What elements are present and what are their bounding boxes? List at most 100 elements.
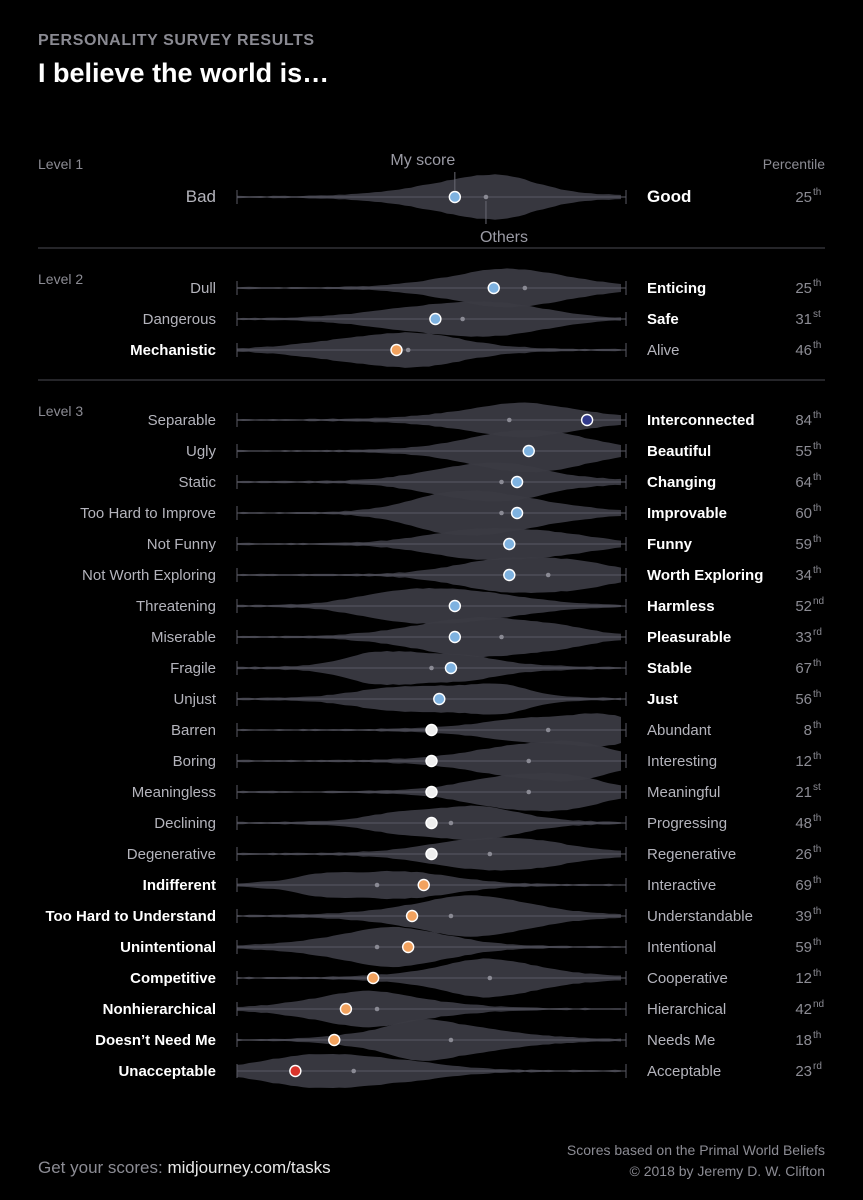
percentile-suffix: th (813, 968, 821, 979)
level-label: Level 3 (38, 403, 83, 419)
my-score-dot (448, 599, 462, 613)
right-pole-label: Regenerative (647, 846, 736, 863)
percentile-suffix: nd (813, 596, 824, 607)
others-median-dot (545, 572, 551, 578)
others-median-dot (374, 882, 380, 888)
percentile-suffix: th (813, 751, 821, 762)
credit: Scores based on the Primal World Beliefs… (565, 1140, 825, 1182)
right-pole-label: Worth Exploring (647, 567, 763, 584)
chart-row: Bad Good 25 th My score Others (186, 152, 822, 246)
percentile-value: 39 (795, 908, 812, 925)
percentile-value: 31 (795, 311, 812, 328)
my-score-dot (580, 413, 594, 427)
percentile-suffix: rd (813, 627, 822, 638)
percentile-value: 33 (795, 629, 812, 646)
percentile-value: 34 (795, 567, 812, 584)
left-pole-label: Mechanistic (130, 342, 216, 359)
right-pole-label: Beautiful (647, 443, 711, 460)
percentile-value: 46 (795, 342, 812, 359)
percentile-value: 12 (795, 970, 812, 987)
left-pole-label: Ugly (186, 443, 217, 460)
right-pole-label: Pleasurable (647, 629, 731, 646)
others-median-dot (460, 316, 465, 322)
right-pole-label: Harmless (647, 598, 715, 615)
percentile-value: 12 (795, 753, 812, 770)
percentile-value: 69 (795, 877, 812, 894)
percentile-value: 64 (795, 474, 812, 491)
others-median-dot (448, 820, 454, 826)
my-score-dot (433, 692, 446, 706)
right-pole-label: Meaningful (647, 784, 720, 801)
percentile-suffix: th (813, 534, 821, 545)
others-median-dot (448, 913, 454, 919)
left-pole-label: Boring (173, 753, 216, 770)
percentile-suffix: th (813, 658, 821, 669)
left-pole-label: Separable (148, 412, 216, 429)
percentile-suffix: th (813, 937, 821, 948)
left-pole-label: Dangerous (143, 311, 216, 328)
right-pole-label: Cooperative (647, 970, 728, 987)
cta-link[interactable]: midjourney.com/tasks (167, 1158, 331, 1177)
my-score-dot (448, 190, 462, 204)
left-pole-label: Unacceptable (118, 1063, 216, 1080)
page-eyebrow: PERSONALITY SURVEY RESULTS (38, 32, 315, 49)
percentile-suffix: th (813, 906, 821, 917)
percentile-suffix: th (813, 503, 821, 514)
others-median-dot (448, 1037, 454, 1043)
percentile-value: 42 (795, 1001, 812, 1018)
right-pole-label: Abundant (647, 722, 712, 739)
cta-prefix: Get your scores: (38, 1158, 168, 1177)
percentile-value: 52 (795, 598, 812, 615)
others-median-dot (429, 665, 434, 671)
percentile-value: 18 (795, 1032, 812, 1049)
percentile-value: 26 (795, 846, 812, 863)
right-pole-label: Funny (647, 536, 693, 553)
percentile-suffix: th (813, 875, 821, 886)
right-pole-label: Changing (647, 474, 716, 491)
my-score-dot (390, 343, 403, 357)
my-score-dot (503, 568, 516, 582)
right-pole-label: Intentional (647, 939, 716, 956)
percentile-suffix: th (813, 1030, 821, 1041)
right-pole-label: Alive (647, 342, 680, 359)
percentile-suffix: th (813, 565, 821, 576)
page-title: I believe the world is… (38, 58, 330, 88)
percentile-suffix: th (813, 844, 821, 855)
my-score-dot (289, 1064, 302, 1078)
right-pole-label: Interactive (647, 877, 716, 894)
right-pole-label: Good (647, 187, 691, 206)
percentile-suffix: th (813, 187, 821, 198)
percentile-suffix: th (813, 441, 821, 452)
left-pole-label: Unintentional (120, 939, 216, 956)
percentile-suffix: st (813, 782, 821, 793)
percentile-suffix: th (813, 278, 821, 289)
my-score-dot (405, 909, 419, 923)
credit-line-1: Scores based on the Primal World Beliefs (566, 1142, 825, 1158)
left-pole-label: Barren (171, 722, 216, 739)
percentile-suffix: nd (813, 999, 824, 1010)
left-pole-label: Too Hard to Improve (80, 505, 216, 522)
others-median-dot (487, 975, 493, 981)
right-pole-label: Safe (647, 311, 679, 328)
right-pole-label: Understandable (647, 908, 753, 925)
right-pole-label: Progressing (647, 815, 727, 832)
my-score-dot (425, 785, 438, 799)
others-median-dot (545, 727, 551, 733)
left-pole-label: Not Funny (147, 536, 217, 553)
percentile-value: 55 (795, 443, 812, 460)
my-score-annotation: My score (390, 152, 455, 169)
